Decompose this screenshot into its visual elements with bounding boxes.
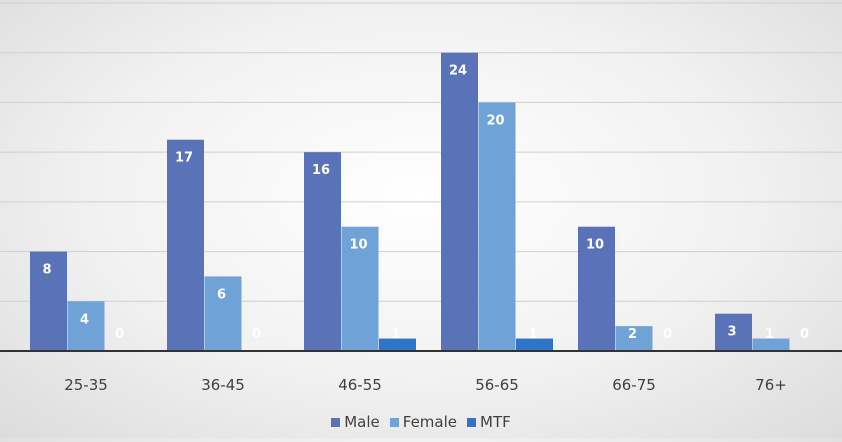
data-label: 8 [42, 263, 51, 278]
data-label: 0 [800, 327, 809, 342]
legend-swatch [389, 417, 399, 427]
x-tick-label: 66-75 [612, 376, 656, 394]
data-label: 20 [486, 113, 504, 128]
legend-swatch [467, 417, 477, 427]
bars [30, 52, 790, 351]
data-label: 10 [349, 238, 367, 253]
data-label: 1 [391, 327, 400, 342]
x-tick-label: 56-65 [475, 376, 519, 394]
bar-mtf-56-65 [516, 338, 553, 351]
bar-female-25-35 [67, 301, 105, 351]
data-label: 0 [663, 327, 672, 342]
bar-female-46-55 [341, 226, 379, 351]
legend-item-mtf: MTF [467, 413, 511, 431]
x-axis: 25-35 36-45 46-55 56-65 66-75 76+ [0, 350, 842, 394]
bar-male-56-65 [441, 52, 478, 351]
legend-swatch [331, 417, 341, 427]
gridlines [0, 2, 842, 302]
legend-label: Male [344, 413, 380, 431]
x-tick-label: 76+ [755, 376, 787, 394]
data-label: 17 [175, 151, 193, 166]
bar-female-66-75 [615, 326, 653, 351]
data-label: 1 [765, 327, 774, 342]
data-label: 0 [115, 327, 124, 342]
legend-item-male: Male [331, 413, 380, 431]
bar-female-76+ [752, 338, 790, 351]
data-label: 24 [449, 64, 467, 79]
data-label: 16 [312, 163, 330, 178]
data-label: 1 [528, 327, 537, 342]
data-label: 3 [727, 325, 736, 340]
legend-item-female: Female [389, 413, 458, 431]
data-label: 2 [628, 327, 637, 342]
legend: Male Female MTF [0, 413, 842, 431]
data-label: 10 [586, 238, 604, 253]
bar-male-46-55 [304, 152, 341, 351]
data-label: 4 [80, 312, 89, 327]
bar-male-36-45 [167, 139, 204, 351]
x-tick-label: 46-55 [338, 376, 382, 394]
data-label: 0 [252, 327, 261, 342]
bar-male-25-35 [30, 251, 67, 351]
bar-mtf-46-55 [379, 338, 416, 351]
bar-female-36-45 [204, 276, 242, 351]
data-label: 6 [217, 287, 226, 302]
x-tick-label: 25-35 [64, 376, 108, 394]
bar-male-66-75 [578, 226, 615, 351]
bar-male-76+ [715, 313, 752, 351]
bar-female-56-65 [478, 102, 516, 351]
x-tick-label: 36-45 [201, 376, 245, 394]
legend-label: Female [402, 413, 458, 431]
legend-label: MTF [480, 413, 511, 431]
